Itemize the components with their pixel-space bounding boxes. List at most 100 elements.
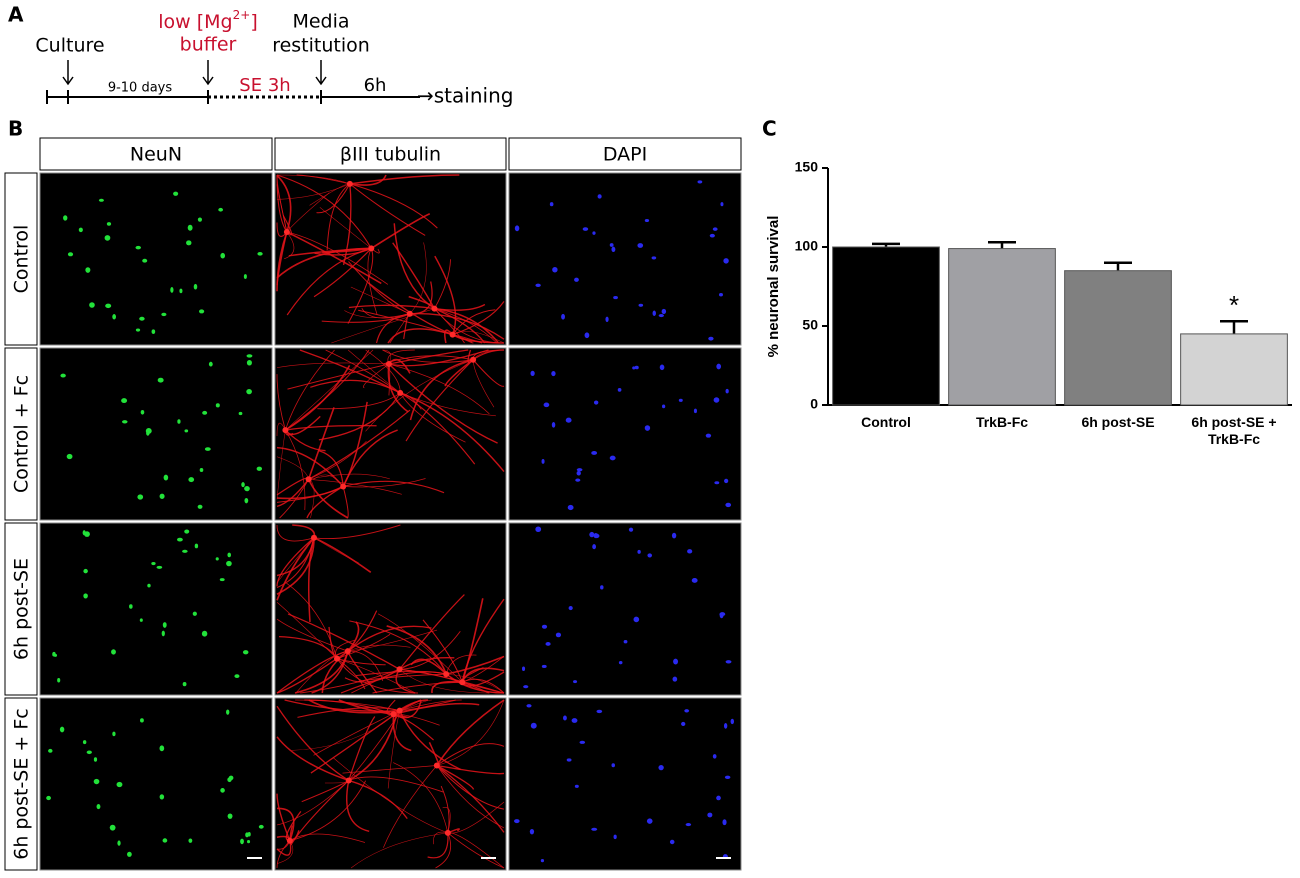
neurite bbox=[279, 479, 310, 519]
nucleus bbox=[215, 403, 220, 408]
neurite bbox=[436, 743, 505, 766]
timeline-label: 6h bbox=[364, 75, 387, 96]
nucleus bbox=[161, 630, 165, 637]
neurite bbox=[276, 780, 349, 826]
nucleus bbox=[541, 459, 545, 464]
nucleus bbox=[605, 316, 609, 322]
nucleus bbox=[535, 526, 542, 533]
soma bbox=[344, 648, 351, 655]
neurite bbox=[276, 840, 292, 856]
timeline-label: buffer bbox=[180, 34, 237, 56]
neurite bbox=[409, 312, 505, 340]
y-tick-label: 50 bbox=[802, 317, 818, 333]
nucleus bbox=[708, 336, 714, 341]
nucleus bbox=[671, 532, 677, 539]
neurite bbox=[321, 313, 411, 323]
nucleus bbox=[600, 585, 604, 590]
neurite bbox=[399, 668, 504, 694]
nucleus bbox=[591, 451, 598, 455]
nucleus bbox=[247, 839, 251, 844]
row-header-box bbox=[4, 172, 38, 346]
nucleus bbox=[628, 527, 634, 532]
nucleus bbox=[96, 803, 101, 810]
timeline-label: restitution bbox=[272, 35, 370, 57]
column-header-box bbox=[274, 137, 507, 171]
neurite bbox=[349, 174, 387, 186]
nucleus bbox=[637, 549, 641, 554]
nucleus bbox=[724, 478, 729, 484]
nucleus bbox=[243, 274, 247, 279]
nucleus bbox=[623, 640, 628, 644]
timeline-label: SE 3h bbox=[239, 75, 290, 96]
nucleus bbox=[725, 660, 732, 664]
nucleus bbox=[652, 310, 656, 316]
micrograph bbox=[39, 172, 273, 346]
nucleus bbox=[163, 474, 169, 481]
nucleus bbox=[541, 624, 548, 629]
neurite bbox=[436, 764, 505, 775]
nucleus bbox=[146, 430, 150, 436]
nucleus bbox=[177, 419, 181, 424]
timeline-label: 9-10 days bbox=[108, 81, 173, 96]
nucleus bbox=[151, 329, 156, 334]
nucleus bbox=[529, 828, 535, 835]
timeline-label: low [Mg2+] bbox=[158, 8, 257, 33]
row-header: 6h post-SE + Fc bbox=[11, 708, 33, 860]
y-axis-label: % neuronal survival bbox=[765, 216, 782, 358]
nucleus bbox=[161, 312, 167, 317]
nucleus bbox=[549, 202, 554, 207]
neurite bbox=[316, 183, 351, 214]
nucleus bbox=[192, 611, 197, 616]
text-part: low [Mg bbox=[158, 11, 232, 33]
soma bbox=[345, 777, 352, 784]
neurite bbox=[342, 486, 349, 519]
micrograph bbox=[39, 522, 273, 696]
nucleus bbox=[220, 788, 225, 793]
neurite bbox=[349, 620, 447, 675]
neurite bbox=[400, 392, 496, 417]
nucleus bbox=[202, 410, 208, 415]
micrograph bbox=[274, 347, 507, 521]
nucleus bbox=[204, 447, 211, 451]
nucleus bbox=[589, 531, 595, 538]
nucleus bbox=[658, 764, 664, 771]
neurite bbox=[313, 537, 359, 563]
neurite bbox=[307, 407, 335, 480]
nucleus bbox=[218, 207, 224, 212]
neurite bbox=[289, 780, 367, 842]
row-header-box bbox=[4, 522, 38, 696]
neurite bbox=[445, 673, 505, 694]
neurite bbox=[363, 363, 390, 389]
nucleus bbox=[576, 470, 581, 476]
nucleus bbox=[651, 256, 657, 260]
nucleus bbox=[669, 839, 675, 845]
nucleus bbox=[112, 731, 116, 737]
neurite bbox=[377, 613, 463, 683]
neurite bbox=[452, 330, 505, 344]
micrograph bbox=[508, 347, 742, 521]
nucleus bbox=[244, 486, 250, 492]
neurite bbox=[343, 478, 426, 488]
neurite bbox=[436, 699, 505, 766]
nucleus bbox=[514, 819, 520, 824]
nucleus bbox=[535, 283, 541, 288]
neurite bbox=[388, 363, 490, 415]
image-grid: NeuN βIII tubulin DAPI Control Control + Fc 6… bbox=[4, 137, 742, 871]
nucleus bbox=[592, 544, 597, 550]
nucleus bbox=[718, 293, 723, 297]
nucleus bbox=[242, 650, 249, 655]
nucleus bbox=[543, 402, 550, 408]
neurite bbox=[422, 619, 463, 683]
nucleus bbox=[215, 557, 219, 561]
column-header: DAPI bbox=[603, 144, 647, 166]
neurite bbox=[284, 429, 326, 452]
micrograph bbox=[39, 347, 273, 521]
neurite bbox=[435, 832, 451, 869]
neurite bbox=[347, 349, 401, 394]
neurite bbox=[347, 621, 360, 652]
nucleus bbox=[716, 795, 721, 801]
neurite bbox=[434, 259, 452, 309]
neurite bbox=[342, 401, 368, 487]
bar bbox=[948, 248, 1056, 406]
